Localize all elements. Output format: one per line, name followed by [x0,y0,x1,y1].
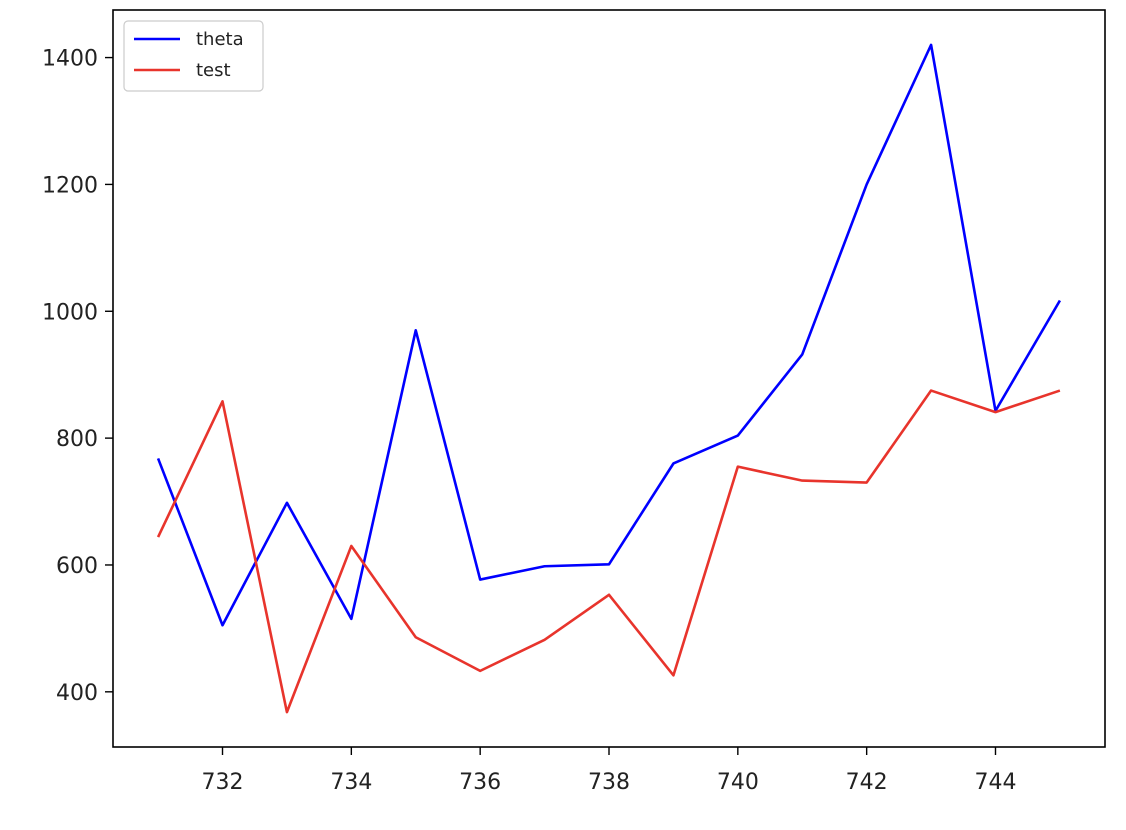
y-tick-label: 1400 [42,47,98,72]
x-tick-label: 742 [846,770,888,795]
y-tick-label: 1000 [42,300,98,325]
plot-lines [156,43,1062,714]
x-tick-label: 744 [974,770,1016,795]
plot-area-frame [112,9,1106,748]
y-tick-label: 600 [56,554,98,579]
series-line-test [156,389,1061,714]
x-tick-label: 736 [459,770,501,795]
series-line-theta [156,43,1062,627]
legend: theta test [123,20,264,92]
y-tick-label: 400 [56,681,98,706]
y-axis: 400 600 800 1000 1200 1400 [42,47,113,706]
x-tick-label: 732 [202,770,244,795]
y-tick-label: 800 [56,427,98,452]
legend-label-test: test [196,60,231,81]
y-tick-label: 1200 [42,173,98,198]
legend-label-theta: theta [196,29,244,50]
x-tick-label: 740 [717,770,759,795]
x-axis: 732 734 736 738 740 742 744 [202,747,1016,795]
x-tick-label: 738 [588,770,630,795]
x-tick-label: 734 [330,770,372,795]
